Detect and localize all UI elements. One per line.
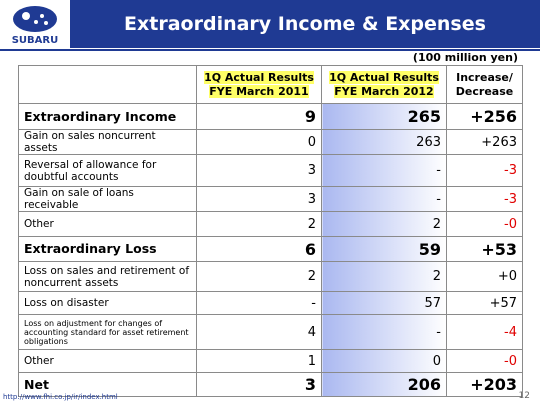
table-row: Loss on disaster -57 +57 <box>18 291 523 315</box>
row-label: Loss on disaster <box>18 291 197 315</box>
row-label: Reversal of allowance for doubtful accou… <box>18 154 197 187</box>
logo-star <box>22 12 30 20</box>
cell: 263 <box>321 129 447 155</box>
logo-star <box>34 20 38 24</box>
cell: -0 <box>446 211 523 237</box>
column-header-line: 1Q Actual Results <box>204 70 314 84</box>
column-header: 1Q Actual Results FYE March 2011 <box>196 65 322 104</box>
cell: - <box>196 291 322 315</box>
cell: 2 <box>321 261 447 292</box>
table-row: Extraordinary Income 9 265 +256 <box>18 103 523 130</box>
cell: +203 <box>446 372 523 397</box>
cell: 1 <box>196 349 322 373</box>
table-row: Reversal of allowance for doubtful accou… <box>18 154 523 187</box>
row-label: Extraordinary Income <box>18 103 197 130</box>
logo: SUBARU <box>12 6 59 46</box>
column-header-line: Increase/ <box>456 70 513 84</box>
table-row: Other 2 2 -0 <box>18 211 523 237</box>
column-header-line: Decrease <box>455 84 514 98</box>
table-row: Loss on sales and retirement of noncurre… <box>18 261 523 292</box>
table-row: Net 3 206 +203 <box>18 372 523 397</box>
cell: 265 <box>321 103 447 130</box>
table-row: Gain on sales noncurrent assets 0 263 +263 <box>18 129 523 155</box>
column-header: Increase/Decrease <box>446 65 523 104</box>
cell: 206 <box>321 372 447 397</box>
cell: -3 <box>446 154 523 187</box>
cell: - <box>321 314 447 350</box>
cell: -4 <box>446 314 523 350</box>
cell: 0 <box>321 349 447 373</box>
table-row: Extraordinary Loss 6 59 +53 <box>18 236 523 262</box>
title-bar: Extraordinary Income & Expenses <box>70 0 540 48</box>
row-label: Other <box>18 211 197 237</box>
cell: +0 <box>446 261 523 292</box>
cell: 3 <box>196 186 322 212</box>
title: Extraordinary Income & Expenses <box>124 13 486 35</box>
cell: - <box>321 186 447 212</box>
column-header-line: FYE March 2012 <box>334 84 434 98</box>
cell: 3 <box>196 372 322 397</box>
cell: 3 <box>196 154 322 187</box>
header-row: 1Q Actual Results FYE March 2011 1Q Actual… <box>18 65 523 104</box>
corner <box>18 65 197 104</box>
column-header: 1Q Actual Results FYE March 2012 <box>321 65 447 104</box>
unit: (100 million yen) <box>412 51 518 64</box>
row-label: Gain on sale of loans receivable <box>18 186 197 212</box>
row-label: Extraordinary Loss <box>18 236 197 262</box>
row-label: Loss on sales and retirement of noncurre… <box>18 261 197 292</box>
cell: 2 <box>196 211 322 237</box>
cell: 0 <box>196 129 322 155</box>
footer-url: http://www.fhi.co.jp/ir/index.html <box>3 393 118 401</box>
cell: 59 <box>321 236 447 262</box>
logo-star <box>44 21 48 25</box>
row-label: Net <box>18 372 197 397</box>
cell: +53 <box>446 236 523 262</box>
cell: +256 <box>446 103 523 130</box>
cell: 57 <box>321 291 447 315</box>
table-row: Loss on adjustment for changes of accoun… <box>18 314 523 350</box>
row-label: Loss on adjustment for changes of accoun… <box>18 314 197 350</box>
cell: +57 <box>446 291 523 315</box>
cell: 2 <box>196 261 322 292</box>
cell: -0 <box>446 349 523 373</box>
cell: +263 <box>446 129 523 155</box>
cell: -3 <box>446 186 523 212</box>
table: 1Q Actual Results FYE March 2011 1Q Actual… <box>18 65 523 397</box>
row-label: Gain on sales noncurrent assets <box>18 129 197 155</box>
cell: 6 <box>196 236 322 262</box>
column-header-line: FYE March 2011 <box>209 84 309 98</box>
logo-star <box>40 14 44 18</box>
rule <box>0 49 540 51</box>
cell: - <box>321 154 447 187</box>
row-label: Other <box>18 349 197 373</box>
cell: 4 <box>196 314 322 350</box>
table-row: Gain on sale of loans receivable 3- -3 <box>18 186 523 212</box>
page-number: 12 <box>518 391 530 401</box>
cell: 2 <box>321 211 447 237</box>
logo-text: SUBARU <box>12 35 59 46</box>
logo-oval <box>13 6 57 32</box>
column-header-line: 1Q Actual Results <box>329 70 439 84</box>
table-row: Other 1 0 -0 <box>18 349 523 373</box>
cell: 9 <box>196 103 322 130</box>
